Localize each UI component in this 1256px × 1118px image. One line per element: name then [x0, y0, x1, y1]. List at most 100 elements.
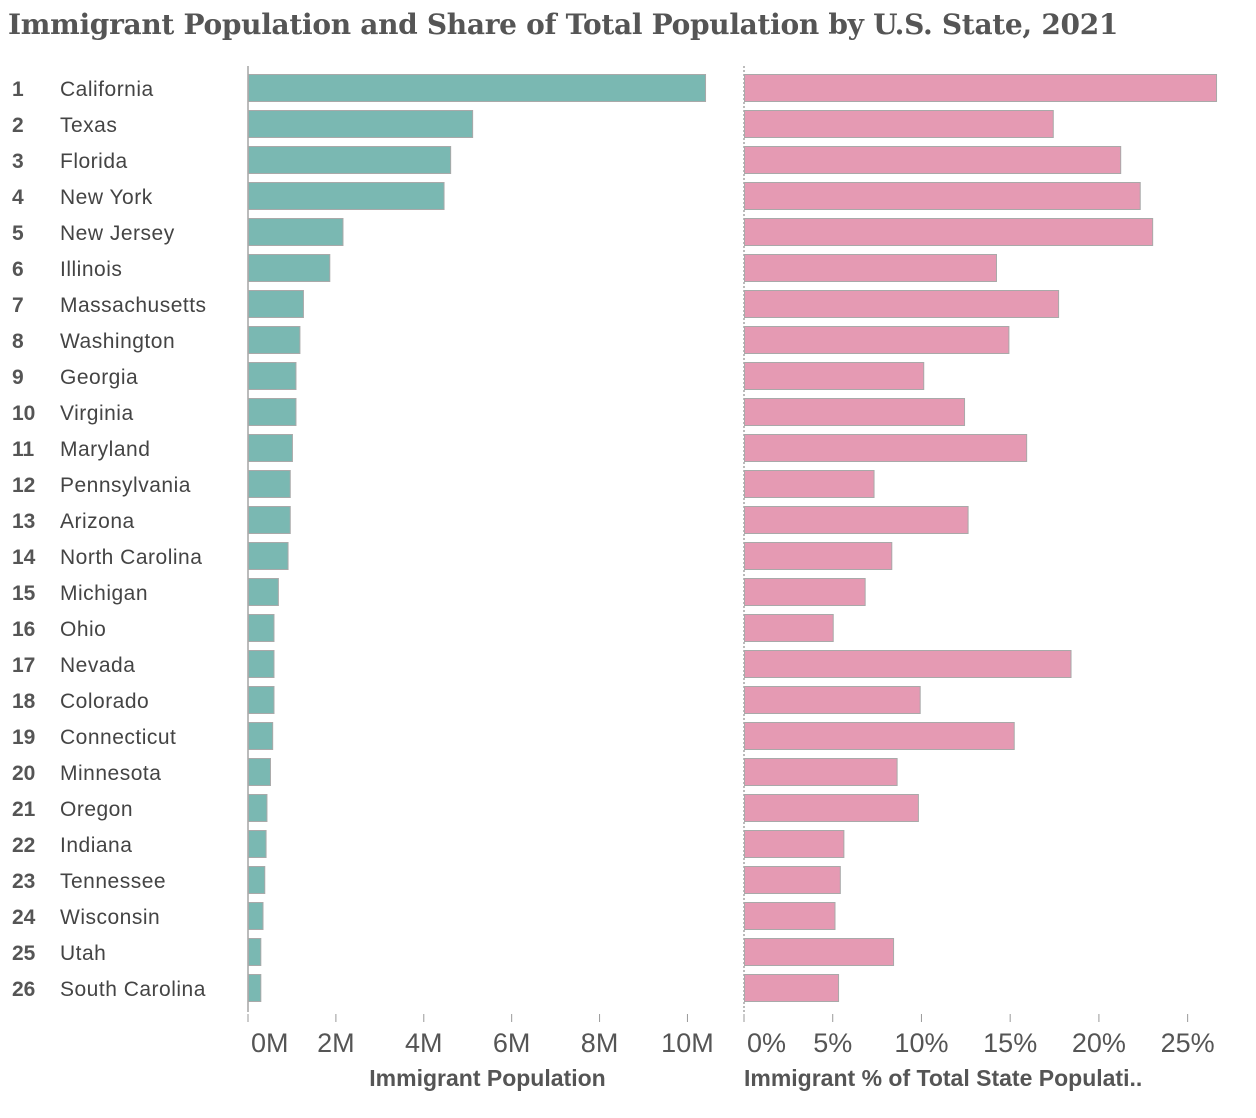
population-bar — [248, 470, 291, 498]
rank-label: 20 — [12, 762, 35, 785]
population-bar — [248, 938, 262, 966]
population-bar — [248, 362, 297, 390]
population-tick-label: 0M — [251, 1028, 289, 1058]
rank-label: 5 — [12, 222, 24, 245]
rank-label: 13 — [12, 510, 35, 533]
share-bar — [744, 614, 834, 642]
population-tick-label: 2M — [317, 1028, 355, 1058]
rank-label: 26 — [12, 978, 35, 1001]
state-label: North Carolina — [60, 546, 202, 569]
rank-label: 19 — [12, 726, 35, 749]
share-bar — [744, 506, 969, 534]
share-bar — [744, 758, 898, 786]
population-tick-label: 6M — [493, 1028, 531, 1058]
state-label: Connecticut — [60, 726, 176, 749]
state-label: Washington — [60, 330, 175, 353]
population-bar — [248, 326, 301, 354]
state-label: Nevada — [60, 654, 135, 677]
share-tick-label: 10% — [894, 1028, 948, 1058]
state-label: Florida — [60, 150, 128, 173]
share-bar — [744, 218, 1154, 246]
state-label: Oregon — [60, 798, 133, 821]
state-label: Massachusetts — [60, 294, 207, 317]
state-label: Indiana — [60, 834, 132, 857]
share-bar — [744, 110, 1054, 138]
population-tick-label: 4M — [405, 1028, 443, 1058]
share-axis-title: Immigrant % of Total State Populati.. — [744, 1065, 1142, 1091]
share-tick-label: 0% — [747, 1028, 786, 1058]
share-bar — [744, 542, 893, 570]
population-bar — [248, 182, 445, 210]
population-bar — [248, 578, 279, 606]
share-bar — [744, 362, 925, 390]
population-bar — [248, 758, 271, 786]
rank-label: 18 — [12, 690, 36, 713]
share-bar — [744, 326, 1010, 354]
rank-label: 17 — [12, 654, 35, 677]
rank-label: 16 — [12, 618, 35, 641]
share-bar — [744, 398, 966, 426]
rank-label: 7 — [12, 294, 24, 317]
share-bar — [744, 866, 841, 894]
population-tick-label: 8M — [581, 1028, 619, 1058]
state-label: Illinois — [60, 258, 122, 281]
population-bar — [248, 902, 264, 930]
population-bar — [248, 722, 274, 750]
population-tick-label: 10M — [661, 1028, 714, 1058]
state-label: Pennsylvania — [60, 474, 191, 497]
population-bar — [248, 866, 266, 894]
population-axis-title: Immigrant Population — [369, 1065, 605, 1091]
population-bar — [248, 686, 275, 714]
state-label: Ohio — [60, 618, 106, 641]
rank-label: 21 — [12, 798, 36, 821]
share-bar — [744, 938, 895, 966]
rank-label: 6 — [12, 258, 24, 281]
rank-label: 12 — [12, 474, 35, 497]
population-bar — [248, 398, 297, 426]
share-bar — [744, 830, 845, 858]
rank-label: 22 — [12, 834, 35, 857]
share-bar — [744, 902, 836, 930]
population-bar — [248, 146, 452, 174]
population-bar — [248, 434, 293, 462]
state-label: Texas — [60, 114, 117, 137]
state-label: Minnesota — [60, 762, 161, 785]
share-tick-label: 5% — [813, 1028, 852, 1058]
share-bar — [744, 722, 1015, 750]
population-bar — [248, 290, 304, 318]
state-label: California — [60, 78, 154, 101]
rank-label: 1 — [12, 78, 24, 101]
population-bar — [248, 830, 267, 858]
state-label: Arizona — [60, 510, 135, 533]
state-label: South Carolina — [60, 978, 206, 1001]
share-tick-label: 25% — [1161, 1028, 1215, 1058]
state-label: Michigan — [60, 582, 148, 605]
rank-label: 2 — [12, 114, 24, 137]
state-label: Maryland — [60, 438, 150, 461]
rank-label: 9 — [12, 366, 24, 389]
share-tick-label: 15% — [983, 1028, 1037, 1058]
rank-label: 3 — [12, 150, 24, 173]
state-label: New Jersey — [60, 222, 175, 245]
rank-label: 4 — [12, 186, 24, 209]
population-bar — [248, 614, 275, 642]
share-bar — [744, 146, 1122, 174]
share-bar — [744, 794, 919, 822]
share-bar — [744, 470, 875, 498]
share-bar — [744, 74, 1218, 102]
share-bar — [744, 434, 1028, 462]
rank-label: 24 — [12, 906, 36, 929]
state-label: Colorado — [60, 690, 149, 713]
rank-label: 8 — [12, 330, 24, 353]
state-label: Virginia — [60, 402, 134, 425]
share-bar — [744, 182, 1141, 210]
share-bar — [744, 290, 1060, 318]
population-bar — [248, 794, 268, 822]
rank-label: 23 — [12, 870, 35, 893]
population-bar — [248, 650, 275, 678]
share-tick-label: 20% — [1072, 1028, 1126, 1058]
population-bar — [248, 542, 289, 570]
rank-label: 14 — [12, 546, 36, 569]
population-bar — [248, 74, 707, 102]
